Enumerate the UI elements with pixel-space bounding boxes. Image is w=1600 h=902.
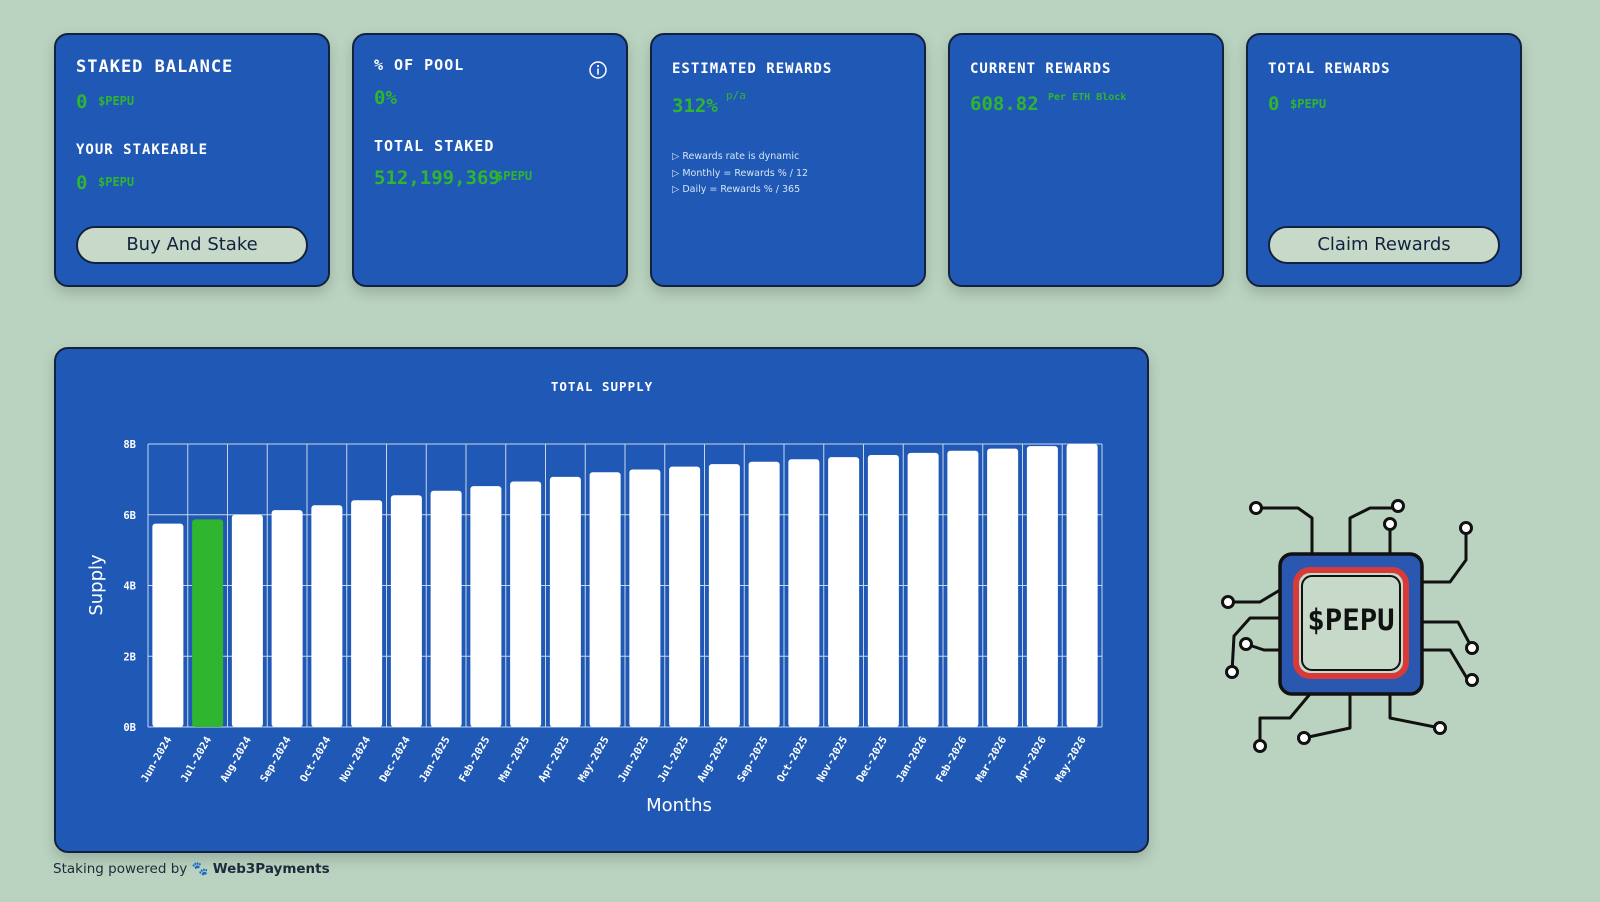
x-tick-label: Mar-2025 bbox=[497, 735, 533, 785]
y-tick-label: 6B bbox=[123, 510, 136, 522]
staked-balance-value: 0 bbox=[76, 91, 88, 113]
footer-prefix: Staking powered by bbox=[53, 861, 188, 877]
estimated-rewards-card: ESTIMATED REWARDS 312% p/a ▷ Rewards rat… bbox=[650, 33, 926, 287]
x-tick-label: Dec-2025 bbox=[854, 735, 890, 785]
x-tick-label: Sep-2025 bbox=[735, 735, 771, 785]
y-tick-label: 0B bbox=[123, 722, 136, 734]
footer: Staking powered by 🐾 Web3Payments bbox=[53, 861, 330, 877]
current-rewards-card: CURRENT REWARDS 608.82 Per ETH Block bbox=[948, 33, 1224, 287]
total-staked-unit: $PEPU bbox=[496, 169, 533, 183]
x-tick-label: Oct-2025 bbox=[775, 735, 811, 785]
pool-card: % OF POOL 0% TOTAL STAKED 512,199,369 $P… bbox=[352, 33, 628, 287]
estimated-rewards-unit: p/a bbox=[726, 89, 746, 102]
total-supply-chart: TOTAL SUPPLY 0B 2B 4B 6B 8B Jun-2024 Jul-2024… bbox=[86, 379, 1103, 816]
pepu-chip-logo: $PEPU bbox=[1221, 499, 1479, 753]
bar-Jun-2025[interactable] bbox=[629, 469, 661, 727]
staked-balance-unit: $PEPU bbox=[98, 94, 135, 108]
pool-percent-value: 0% bbox=[374, 87, 397, 109]
bar-Nov-2024[interactable] bbox=[351, 500, 383, 727]
estimated-rewards-value: 312% bbox=[672, 95, 718, 117]
x-tick-label: Dec-2024 bbox=[377, 735, 413, 785]
x-tick-label: May-2025 bbox=[576, 735, 612, 785]
x-tick-label: Apr-2026 bbox=[1013, 735, 1049, 785]
bar-Jul-2024[interactable] bbox=[192, 519, 224, 727]
bar-Sep-2025[interactable] bbox=[748, 461, 780, 727]
bar-Aug-2024[interactable] bbox=[231, 514, 263, 727]
claim-rewards-button[interactable]: Claim Rewards bbox=[1268, 226, 1500, 264]
estimated-rewards-label: ESTIMATED REWARDS bbox=[672, 61, 833, 77]
bar-Jan-2025[interactable] bbox=[430, 490, 462, 727]
x-tick-label: Feb-2025 bbox=[457, 735, 493, 785]
x-tick-label: Oct-2024 bbox=[298, 735, 334, 785]
bar-Feb-2026[interactable] bbox=[947, 450, 979, 727]
total-staked-value: 512,199,369 bbox=[374, 167, 500, 189]
bar-Mar-2026[interactable] bbox=[987, 448, 1019, 727]
x-tick-label: Jul-2025 bbox=[656, 735, 692, 785]
bar-May-2026[interactable] bbox=[1066, 444, 1098, 727]
x-axis-label: Months bbox=[646, 795, 712, 816]
stakeable-value: 0 bbox=[76, 172, 88, 194]
rewards-notes: ▷ Rewards rate is dynamic ▷ Monthly = Re… bbox=[672, 149, 808, 199]
bar-Jul-2025[interactable] bbox=[669, 466, 701, 727]
bar-Mar-2025[interactable] bbox=[510, 481, 542, 727]
pool-percent-label: % OF POOL bbox=[374, 56, 465, 74]
bar-Oct-2025[interactable] bbox=[788, 459, 820, 727]
bar-Apr-2026[interactable] bbox=[1026, 446, 1058, 727]
bar-Feb-2025[interactable] bbox=[470, 486, 502, 727]
x-tick-label: Jul-2024 bbox=[179, 735, 215, 785]
x-tick-label: Nov-2025 bbox=[815, 735, 851, 785]
x-tick-label: Aug-2024 bbox=[218, 735, 254, 785]
bar-Sep-2024[interactable] bbox=[271, 510, 303, 727]
bar-Apr-2025[interactable] bbox=[549, 476, 581, 727]
x-tick-label: Nov-2024 bbox=[338, 735, 374, 785]
bar-Oct-2024[interactable] bbox=[311, 505, 343, 727]
x-tick-label: Apr-2025 bbox=[536, 735, 572, 785]
bar-Nov-2025[interactable] bbox=[828, 457, 860, 727]
total-supply-chart-card: TOTAL SUPPLY 0B 2B 4B 6B 8B Jun-2024 Jul-2024… bbox=[54, 347, 1149, 853]
x-tick-label: Mar-2026 bbox=[974, 735, 1010, 785]
x-tick-label: Feb-2026 bbox=[934, 735, 970, 785]
chart-title: TOTAL SUPPLY bbox=[551, 379, 653, 394]
x-tick-label: Jan-2025 bbox=[417, 735, 453, 785]
paw-icon: 🐾 bbox=[191, 861, 209, 877]
y-axis-label: Supply bbox=[86, 554, 107, 616]
current-rewards-unit: Per ETH Block bbox=[1048, 92, 1127, 103]
x-tick-label: Sep-2024 bbox=[258, 735, 294, 785]
x-tick-label: Aug-2025 bbox=[695, 735, 731, 785]
info-icon[interactable] bbox=[588, 60, 608, 80]
total-rewards-value: 0 bbox=[1268, 93, 1280, 115]
rewards-note: ▷ Monthly = Rewards % / 12 bbox=[672, 167, 809, 179]
staked-balance-label: STAKED BALANCE bbox=[76, 57, 234, 77]
bar-Jun-2024[interactable] bbox=[152, 523, 184, 727]
bar-Aug-2025[interactable] bbox=[708, 464, 740, 727]
bar-Dec-2024[interactable] bbox=[390, 495, 422, 727]
y-tick-label: 4B bbox=[123, 581, 136, 593]
staked-balance-card: STAKED BALANCE 0 $PEPU YOUR STAKEABLE 0 … bbox=[54, 33, 330, 287]
rewards-note: ▷ Daily = Rewards % / 365 bbox=[672, 184, 801, 195]
x-tick-label: May-2026 bbox=[1053, 735, 1089, 785]
footer-brand-link[interactable]: Web3Payments bbox=[212, 861, 330, 877]
bar-Dec-2025[interactable] bbox=[867, 454, 899, 727]
x-tick-label: Jan-2026 bbox=[894, 735, 930, 785]
current-rewards-label: CURRENT REWARDS bbox=[970, 61, 1112, 77]
bar-May-2025[interactable] bbox=[589, 472, 621, 727]
x-tick-label: Jun-2024 bbox=[139, 735, 175, 785]
bar-Jan-2026[interactable] bbox=[907, 452, 939, 727]
y-tick-label: 8B bbox=[123, 439, 136, 451]
current-rewards-value: 608.82 bbox=[970, 93, 1039, 115]
total-rewards-unit: $PEPU bbox=[1290, 97, 1327, 111]
y-tick-label: 2B bbox=[123, 651, 136, 663]
total-rewards-label: TOTAL REWARDS bbox=[1268, 61, 1391, 77]
stakeable-unit: $PEPU bbox=[98, 175, 135, 189]
total-rewards-card: TOTAL REWARDS 0 $PEPU Claim Rewards bbox=[1246, 33, 1522, 287]
logo-text: $PEPU bbox=[1307, 603, 1394, 637]
stakeable-label: YOUR STAKEABLE bbox=[76, 142, 209, 158]
rewards-note: ▷ Rewards rate is dynamic bbox=[672, 151, 800, 162]
total-staked-label: TOTAL STAKED bbox=[374, 137, 495, 155]
x-tick-label: Jun-2025 bbox=[616, 735, 652, 785]
buy-and-stake-button[interactable]: Buy And Stake bbox=[76, 226, 308, 264]
